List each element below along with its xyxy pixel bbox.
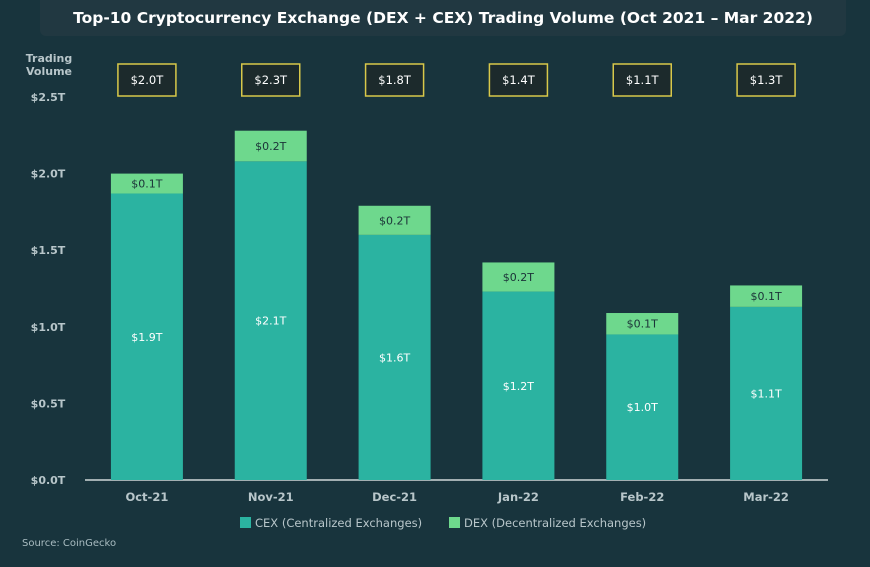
bar-dex bbox=[234, 130, 307, 162]
legend-label-cex: CEX (Centralized Exchanges) bbox=[255, 516, 422, 530]
total-label: $1.4T bbox=[502, 73, 536, 87]
x-tick-label: Oct-21 bbox=[125, 490, 168, 504]
x-tick-label: Mar-22 bbox=[743, 490, 789, 504]
x-tick-label: Nov-21 bbox=[248, 490, 294, 504]
dex-data-label: $0.1T bbox=[750, 290, 781, 303]
total-box bbox=[364, 63, 425, 97]
bar-cex bbox=[482, 291, 555, 480]
x-tick-label: Jan-22 bbox=[497, 490, 539, 504]
legend-swatch-cex bbox=[240, 517, 251, 528]
x-tick-label: Dec-21 bbox=[372, 490, 417, 504]
y-tick-label: $2.5T bbox=[31, 91, 66, 104]
dex-data-label: $0.1T bbox=[131, 178, 162, 191]
y-tick-label: $1.5T bbox=[31, 244, 66, 257]
source-note: Source: CoinGecko bbox=[22, 538, 117, 549]
total-label: $2.0T bbox=[131, 73, 165, 87]
y-axis-title: Volume bbox=[26, 65, 72, 78]
bar-cex bbox=[234, 161, 307, 480]
total-box bbox=[612, 63, 672, 97]
bar-dex bbox=[358, 205, 431, 235]
dex-data-label: $0.2T bbox=[379, 214, 410, 227]
total-label: $1.3T bbox=[750, 73, 784, 87]
y-tick-label: $1.0T bbox=[31, 321, 66, 334]
bar-cex bbox=[730, 306, 803, 480]
y-tick-label: $0.0T bbox=[31, 474, 66, 487]
y-tick-label: $2.0T bbox=[31, 168, 66, 181]
total-label: $1.8T bbox=[378, 73, 412, 87]
bar-cex bbox=[606, 334, 679, 480]
total-box bbox=[736, 63, 796, 97]
dex-data-label: $0.2T bbox=[503, 271, 534, 284]
bar-cex bbox=[110, 193, 183, 481]
legend-label-dex: DEX (Decentralized Exchanges) bbox=[464, 516, 646, 530]
y-tick-label: $0.5T bbox=[31, 397, 66, 410]
total-label: $2.3T bbox=[254, 73, 288, 87]
chart-title-bar: Top-10 Cryptocurrency Exchange (DEX + CE… bbox=[40, 0, 846, 36]
x-tick-label: Feb-22 bbox=[620, 490, 664, 504]
bar-dex bbox=[606, 313, 679, 335]
dex-data-label: $0.2T bbox=[255, 140, 286, 153]
cex-data-label: $1.1T bbox=[750, 387, 781, 400]
legend-swatch-dex bbox=[449, 517, 460, 528]
total-box bbox=[241, 63, 301, 97]
total-box bbox=[488, 63, 549, 97]
bar-dex bbox=[482, 262, 555, 292]
bar-dex bbox=[730, 285, 803, 307]
chart-title: Top-10 Cryptocurrency Exchange (DEX + CE… bbox=[73, 9, 813, 27]
y-axis-title: Trading bbox=[26, 52, 73, 65]
cex-data-label: $1.0T bbox=[627, 401, 658, 414]
cex-data-label: $2.1T bbox=[255, 315, 286, 328]
total-box bbox=[117, 63, 177, 97]
bar-cex bbox=[358, 234, 431, 480]
cex-data-label: $1.9T bbox=[131, 331, 162, 344]
cex-data-label: $1.6T bbox=[379, 351, 410, 364]
dex-data-label: $0.1T bbox=[627, 318, 658, 331]
cex-data-label: $1.2T bbox=[503, 380, 534, 393]
total-label: $1.1T bbox=[626, 73, 660, 87]
bar-dex bbox=[110, 173, 183, 194]
